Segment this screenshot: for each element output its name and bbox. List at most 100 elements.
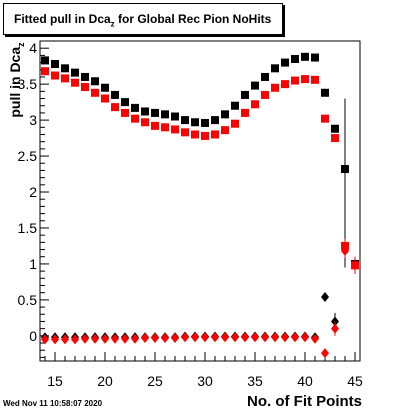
- data-point: [251, 100, 259, 109]
- data-point: [331, 134, 339, 143]
- x-axis-label: No. of Fit Points: [247, 393, 362, 410]
- x-tick-label: 20: [97, 373, 113, 389]
- y-tick-label: 0: [29, 328, 37, 344]
- data-point: [241, 108, 249, 117]
- y-tick-label: 4: [29, 40, 37, 56]
- data-point: [101, 333, 109, 344]
- data-point: [121, 98, 129, 107]
- data-point: [231, 101, 239, 110]
- data-point: [51, 60, 59, 69]
- data-point: [261, 332, 269, 343]
- x-tick-label: 35: [247, 373, 263, 389]
- x-tick-label: 40: [297, 373, 313, 389]
- data-point: [111, 103, 119, 112]
- y-tick-label: 0.5: [18, 292, 38, 308]
- data-point: [281, 332, 289, 343]
- data-point: [191, 118, 199, 127]
- chart-title: Fitted pull in Dcaz for Global Rec Pion …: [14, 12, 272, 29]
- data-point: [141, 118, 149, 127]
- x-tick-label: 15: [47, 373, 63, 389]
- data-point: [41, 67, 49, 76]
- data-point: [271, 332, 279, 343]
- data-point: [291, 332, 299, 343]
- x-tick-label: 45: [347, 373, 363, 389]
- data-point: [331, 323, 339, 334]
- data-point: [171, 125, 179, 134]
- data-point: [321, 348, 329, 359]
- y-tick-label: 3: [29, 112, 37, 128]
- data-point: [81, 83, 89, 92]
- data-point: [61, 64, 69, 73]
- data-point: [251, 332, 259, 343]
- data-point: [321, 114, 329, 123]
- data-point: [301, 52, 309, 61]
- data-point: [291, 76, 299, 85]
- data-point: [351, 260, 359, 271]
- data-point: [341, 245, 349, 256]
- data-point: [161, 332, 169, 343]
- y-tick-label: 1.5: [18, 220, 38, 236]
- data-point: [311, 333, 319, 344]
- data-point: [171, 332, 179, 343]
- data-point: [331, 124, 339, 133]
- data-point: [71, 334, 79, 345]
- data-point: [111, 90, 119, 99]
- data-point: [101, 83, 109, 92]
- data-point: [221, 332, 229, 343]
- data-point: [121, 108, 129, 117]
- plot-frame: [39, 40, 361, 362]
- data-point: [181, 128, 189, 137]
- data-point: [91, 333, 99, 344]
- x-tick-label: 30: [197, 373, 213, 389]
- data-point: [211, 332, 219, 343]
- data-point: [51, 334, 59, 345]
- data-point: [161, 110, 169, 119]
- title-box: Fitted pull in Dcaz for Global Rec Pion …: [3, 3, 283, 35]
- data-point: [131, 114, 139, 123]
- data-point: [301, 332, 309, 343]
- data-point: [81, 333, 89, 344]
- data-point: [131, 103, 139, 112]
- data-point: [51, 71, 59, 80]
- data-point: [291, 54, 299, 63]
- data-point: [151, 108, 159, 117]
- data-point: [261, 90, 269, 99]
- data-point: [61, 74, 69, 83]
- data-point: [141, 107, 149, 116]
- data-point: [161, 123, 169, 132]
- data-point: [201, 118, 209, 127]
- data-point: [81, 72, 89, 81]
- data-point: [311, 75, 319, 84]
- data-point: [211, 130, 219, 139]
- data-point: [241, 332, 249, 343]
- data-point: [251, 81, 259, 90]
- data-point: [231, 332, 239, 343]
- data-point: [281, 80, 289, 89]
- timestamp: Wed Nov 11 10:58:07 2020: [3, 399, 103, 408]
- data-point: [111, 333, 119, 344]
- data-point: [171, 112, 179, 121]
- data-point: [221, 126, 229, 135]
- data-point: [211, 116, 219, 125]
- y-tick-label: 2: [29, 184, 37, 200]
- data-point: [151, 121, 159, 130]
- x-tick-label: 25: [147, 373, 163, 389]
- data-point: [121, 333, 129, 344]
- data-point: [71, 78, 79, 87]
- y-tick-label: 3.5: [18, 76, 38, 92]
- data-point: [271, 83, 279, 92]
- data-point: [91, 88, 99, 97]
- y-tick-label: 2.5: [18, 148, 38, 164]
- data-point: [191, 130, 199, 139]
- data-point: [271, 64, 279, 73]
- data-point: [201, 332, 209, 343]
- data-point: [41, 334, 49, 345]
- y-tick-label: 1: [29, 256, 37, 272]
- data-point: [341, 165, 349, 173]
- data-point: [101, 94, 109, 103]
- data-point: [281, 58, 289, 67]
- data-point: [321, 88, 329, 97]
- data-point: [231, 119, 239, 128]
- data-point: [201, 131, 209, 140]
